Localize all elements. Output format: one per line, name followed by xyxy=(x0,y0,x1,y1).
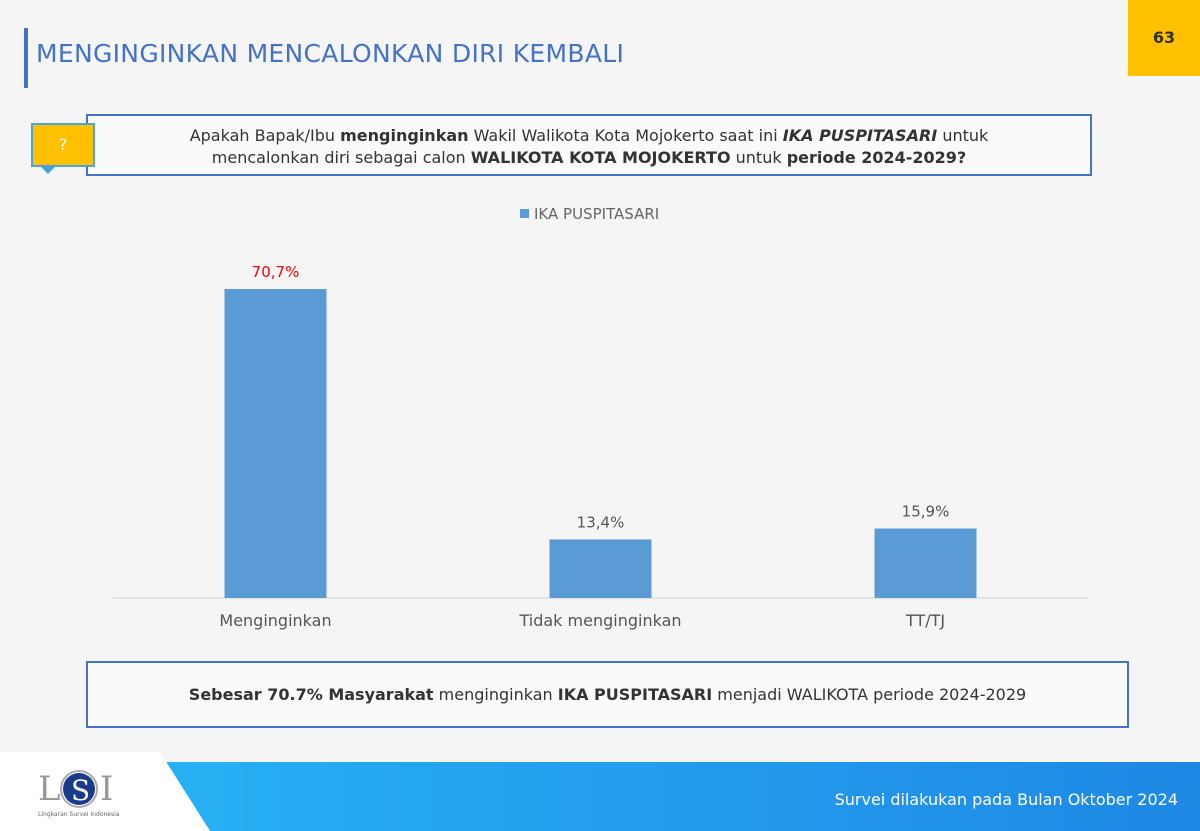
footer-note: Survei dilakukan pada Bulan Oktober 2024 xyxy=(834,790,1178,809)
page-title: MENGINGINKAN MENCALONKAN DIRI KEMBALI xyxy=(24,28,624,88)
svg-text:I: I xyxy=(100,769,113,809)
category-label: TT/TJ xyxy=(905,611,945,630)
summary-box: Sebesar 70.7% Masyarakat menginginkan IK… xyxy=(86,661,1129,728)
data-label: 15,9% xyxy=(902,503,950,521)
text-segment: untuk xyxy=(937,126,989,145)
question-box: Apakah Bapak/Ibu menginginkan Wakil Wali… xyxy=(86,114,1092,176)
svg-text:Lingkaran Survei Indonesia: Lingkaran Survei Indonesia xyxy=(38,811,120,818)
text-segment: IKA PUSPITASARI xyxy=(557,685,713,704)
legend-label: IKA PUSPITASARI xyxy=(534,205,659,223)
svg-text:L: L xyxy=(38,769,61,809)
category-label: Menginginkan xyxy=(219,611,331,630)
lsi-logo-mark: L S I Lingkaran Survei Indonesia xyxy=(38,769,120,818)
question-mark-icon: ? xyxy=(31,123,95,174)
text-segment: Sebesar 70.7% Masyarakat xyxy=(188,685,434,704)
text-segment: Apakah Bapak/Ibu xyxy=(189,126,341,145)
bar xyxy=(549,539,652,598)
bar xyxy=(224,289,327,598)
data-label: 70,7% xyxy=(252,263,300,281)
text-segment: menginginkan xyxy=(340,126,469,145)
svg-text:S: S xyxy=(71,774,90,807)
category-label: Tidak menginginkan xyxy=(518,611,681,630)
bar-chart: IKA PUSPITASARI 70,7% Menginginkan 13,4% Tid… xyxy=(113,205,1088,630)
page-number: 63 xyxy=(1128,0,1200,76)
text-segment: Wakil Walikota Kota Mojokerto saat ini xyxy=(468,126,783,145)
text-segment: mencalonkan diri sebagai calon xyxy=(211,148,471,167)
text-segment: periode 2024-2029? xyxy=(786,148,967,167)
data-label: 13,4% xyxy=(577,513,625,531)
bar xyxy=(874,528,977,598)
text-segment: menjadi WALIKOTA periode 2024-2029 xyxy=(712,685,1027,704)
text-segment: IKA PUSPITASARI xyxy=(782,126,938,145)
legend-swatch xyxy=(520,209,529,218)
text-segment: menginginkan xyxy=(433,685,558,704)
lsi-logo: L S I Lingkaran Survei Indonesia xyxy=(0,752,210,831)
text-segment: WALIKOTA KOTA MOJOKERTO xyxy=(470,148,731,167)
text-segment: untuk xyxy=(730,148,787,167)
